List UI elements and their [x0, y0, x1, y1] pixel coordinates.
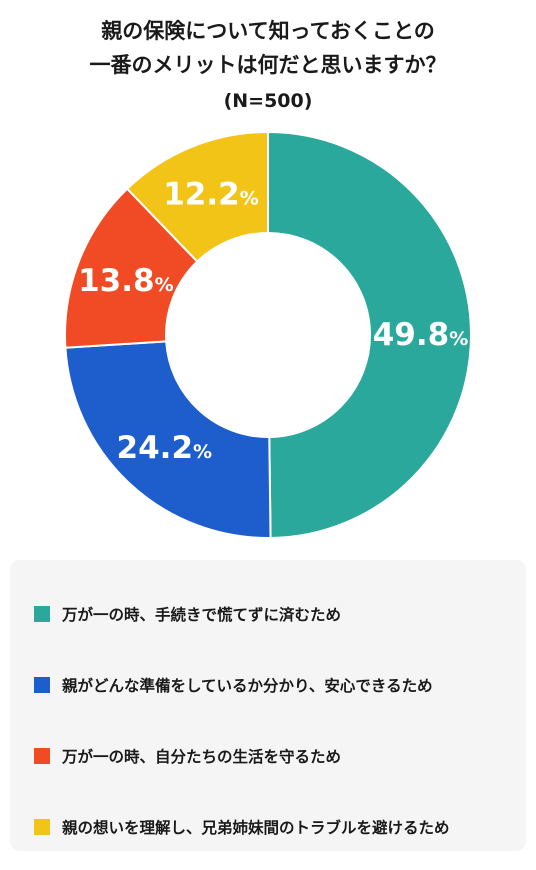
slice-label: 24.2%	[117, 430, 213, 466]
slice-label: 12.2%	[163, 177, 259, 213]
legend-label: 親がどんな準備をしているか分かり、安心できるため	[62, 676, 433, 695]
legend-item: 万が一の時、手続きで慌てずに済むため	[34, 578, 506, 649]
chart-title: 親の保険について知っておくことの 一番のメリットは何だと思いますか？	[0, 14, 536, 82]
legend-label: 親の想いを理解し、兄弟姉妹間のトラブルを避けるため	[62, 818, 450, 837]
legend-item: 万が一の時、自分たちの生活を守るため	[34, 720, 506, 791]
slice-label: 13.8%	[78, 263, 174, 299]
legend-swatch	[34, 605, 50, 622]
chart-subtitle: (N=500)	[223, 90, 313, 112]
legend-swatch	[34, 818, 50, 835]
chart-title-line1: 親の保険について知っておくことの	[101, 19, 435, 43]
legend-item: 親の想いを理解し、兄弟姉妹間のトラブルを避けるため	[34, 791, 506, 862]
chart-title-line2: 一番のメリットは何だと思いますか？	[89, 53, 447, 77]
legend-label: 万が一の時、手続きで慌てずに済むため	[62, 605, 342, 624]
donut-slice	[125, 130, 269, 263]
donut-chart: 49.8% 24.2% 13.8% 12.2%	[64, 130, 472, 539]
slice-label: 49.8%	[373, 317, 469, 353]
legend-label: 万が一の時、自分たちの生活を守るため	[62, 747, 342, 766]
donut-slice	[64, 340, 272, 539]
legend-item: 親がどんな準備をしているか分かり、安心できるため	[34, 649, 506, 720]
donut-slice	[267, 130, 472, 539]
legend-swatch	[34, 676, 50, 693]
legend-swatch	[34, 747, 50, 764]
legend: 万が一の時、手続きで慌てずに済むため 親がどんな準備をしているか分かり、安心でき…	[10, 560, 526, 851]
